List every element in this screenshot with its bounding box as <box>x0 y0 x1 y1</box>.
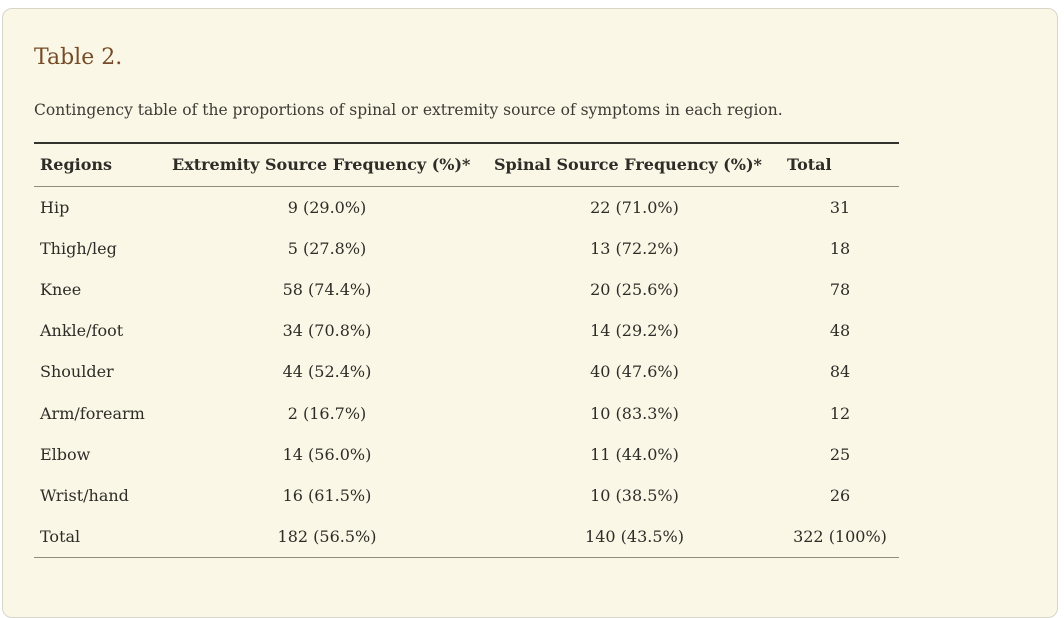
table-cell: Thigh/leg <box>40 238 117 258</box>
table-cell: 26 <box>829 485 851 505</box>
table-row-6: Elbow 14 (56.0%) 11 (44.0%) 25 <box>34 434 899 475</box>
table-cell: 58 (74.4%) <box>282 279 372 299</box>
table-cell: Hip <box>40 197 70 217</box>
table-cell: 182 (56.5%) <box>277 527 377 547</box>
table-cell: 12 <box>829 403 851 423</box>
table-cell: 84 <box>829 362 851 382</box>
table-title: Table 2. <box>34 45 123 70</box>
table-cell: 44 (52.4%) <box>282 362 372 382</box>
column-header-3: Total <box>781 143 899 187</box>
table-cell: Shoulder <box>40 362 114 382</box>
table-cell: 10 (83.3%) <box>590 403 679 423</box>
table-cell: Total <box>40 527 81 547</box>
table-header-row: Regions Extremity Source Frequency (%)* Sp… <box>34 143 899 187</box>
table-cell: 14 (56.0%) <box>282 444 372 464</box>
table-cell: 20 (25.6%) <box>590 279 679 299</box>
table-row-2: Knee 58 (74.4%) 20 (25.6%) 78 <box>34 269 899 310</box>
table-cell: 2 (16.7%) <box>287 403 367 423</box>
header-row: Regions Extremity Source Frequency (%)* Sp… <box>34 143 899 187</box>
table-row-7: Wrist/hand 16 (61.5%) 10 (38.5%) 26 <box>34 475 899 516</box>
table-cell: 14 (29.2%) <box>590 321 679 341</box>
table-row-3: Ankle/foot 34 (70.8%) 14 (29.2%) 48 <box>34 310 899 351</box>
table-row-5: Arm/forearm 2 (16.7%) 10 (83.3%) 12 <box>34 393 899 434</box>
table-body: Hip 9 (29.0%) 22 (71.0%) 31 Thigh/leg 5 (27.8… <box>34 186 899 558</box>
table-cell: 9 (29.0%) <box>287 197 367 217</box>
table-cell: Wrist/hand <box>40 485 129 505</box>
table-cell: 5 (27.8%) <box>287 238 367 258</box>
table-cell: 25 <box>829 444 851 464</box>
table-cell: 140 (43.5%) <box>585 527 684 547</box>
column-header-0: Regions <box>34 143 166 187</box>
table-cell: 34 (70.8%) <box>282 321 372 341</box>
table-cell: 31 <box>829 197 851 217</box>
table-cell: Arm/forearm <box>40 403 145 423</box>
table-cell: 13 (72.2%) <box>590 238 679 258</box>
table-card: Table 2. Contingency table of the propor… <box>2 8 1058 618</box>
column-header-2: Spinal Source Frequency (%)* <box>488 143 781 187</box>
table-row-4: Shoulder 44 (52.4%) 40 (47.6%) 84 <box>34 351 899 392</box>
table-cell: 322 (100%) <box>793 527 887 547</box>
table-cell: 10 (38.5%) <box>590 485 679 505</box>
table-cell: Elbow <box>40 444 91 464</box>
table-caption: Contingency table of the proportions of … <box>34 100 783 119</box>
table-cell: Ankle/foot <box>40 321 124 341</box>
table-row-8: Total 182 (56.5%) 140 (43.5%) 322 (100%) <box>34 516 899 558</box>
table-row-0: Hip 9 (29.0%) 22 (71.0%) 31 <box>34 186 899 228</box>
column-header-1: Extremity Source Frequency (%)* <box>166 143 488 187</box>
table-cell: 16 (61.5%) <box>282 485 372 505</box>
table-cell: 22 (71.0%) <box>590 197 679 217</box>
contingency-table: Regions Extremity Source Frequency (%)* Sp… <box>34 142 899 559</box>
table-row-1: Thigh/leg 5 (27.8%) 13 (72.2%) 18 <box>34 228 899 269</box>
table-cell: 11 (44.0%) <box>590 444 679 464</box>
table-cell: Knee <box>40 279 82 299</box>
table-cell: 78 <box>829 279 851 299</box>
table-cell: 40 (47.6%) <box>590 362 679 382</box>
table-cell: 48 <box>829 321 851 341</box>
table-cell: 18 <box>829 238 851 258</box>
